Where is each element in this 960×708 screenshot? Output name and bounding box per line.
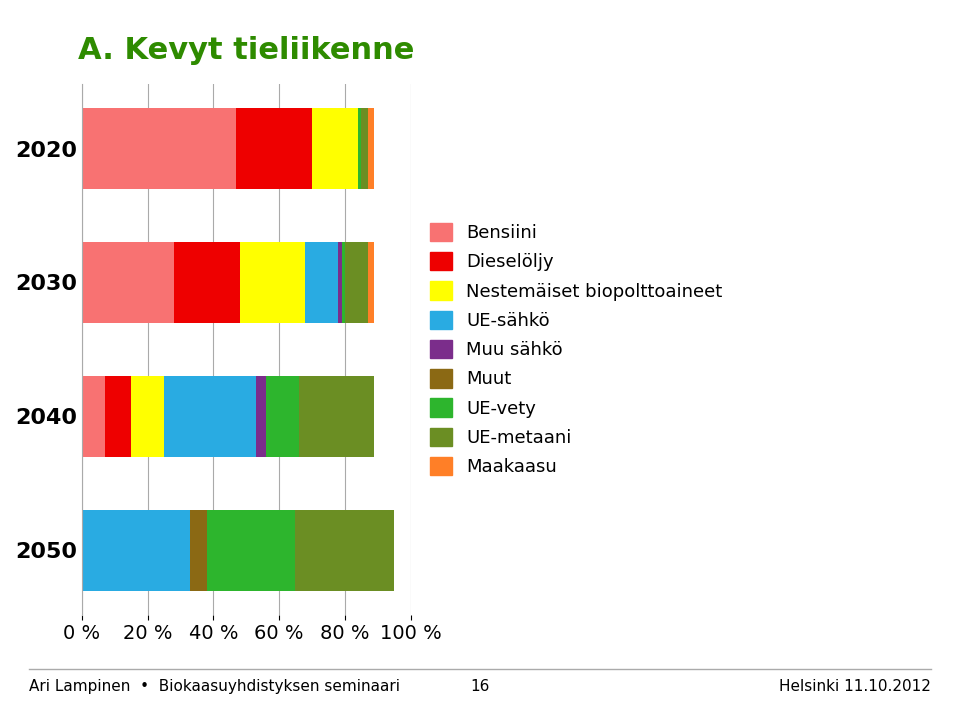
Bar (368, 242, 374, 323)
Bar (164, 376, 256, 457)
Bar (312, 108, 358, 189)
Bar (358, 108, 361, 189)
Bar (361, 108, 368, 189)
Title: A. Kevyt tieliikenne: A. Kevyt tieliikenne (78, 36, 415, 65)
Bar (256, 376, 266, 457)
Bar (174, 242, 240, 323)
Bar (296, 510, 395, 590)
Bar (82, 108, 236, 189)
Bar (132, 376, 164, 457)
Bar (105, 376, 132, 457)
Bar (236, 108, 312, 189)
Legend: Bensiini, Dieselöljy, Nestemäiset biopolttoaineet, UE-sähkö, Muu sähkö, Muut, UE: Bensiini, Dieselöljy, Nestemäiset biopol… (422, 215, 730, 484)
Bar (368, 108, 374, 189)
Bar (82, 376, 105, 457)
Bar (206, 510, 296, 590)
Bar (82, 510, 190, 590)
Bar (240, 242, 305, 323)
Bar (299, 376, 374, 457)
Text: Helsinki 11.10.2012: Helsinki 11.10.2012 (780, 679, 931, 694)
Bar (305, 242, 338, 323)
Bar (190, 510, 206, 590)
Bar (342, 242, 345, 323)
Text: 16: 16 (470, 679, 490, 694)
Bar (338, 242, 342, 323)
Bar (266, 376, 299, 457)
Text: Ari Lampinen  •  Biokaasuyhdistyksen seminaari: Ari Lampinen • Biokaasuyhdistyksen semin… (29, 679, 399, 694)
Bar (345, 242, 368, 323)
Bar (82, 242, 174, 323)
